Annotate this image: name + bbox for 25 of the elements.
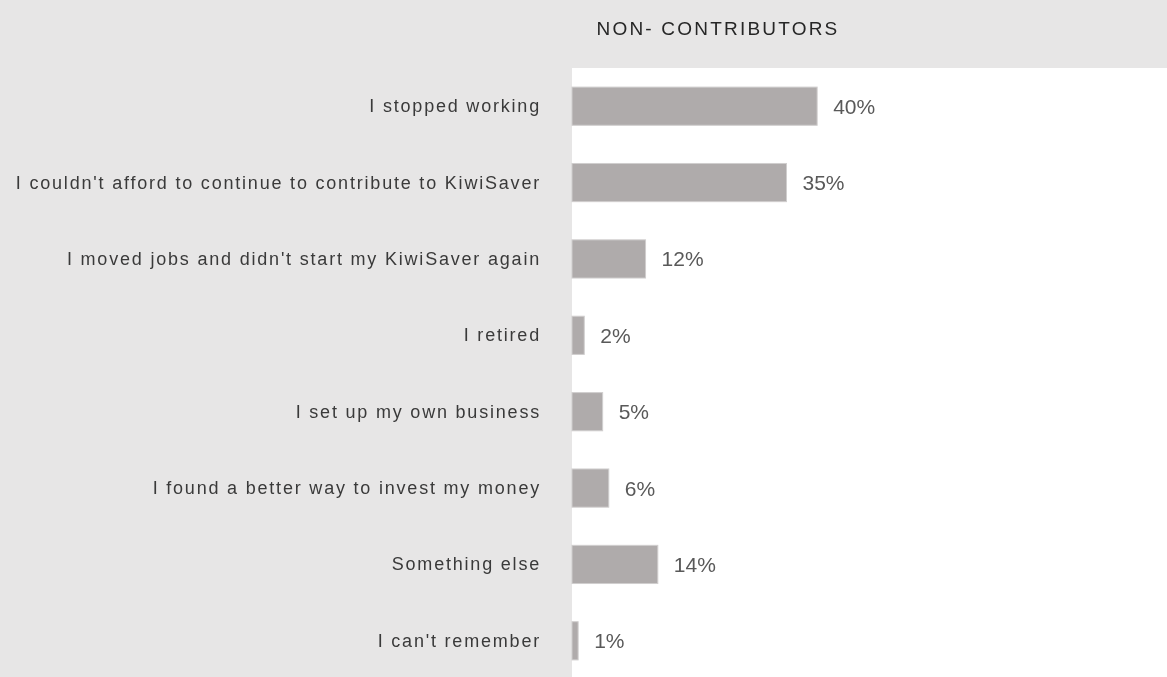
chart-title: NON- CONTRIBUTORS (596, 17, 840, 39)
bar (571, 86, 818, 126)
data-label: 2% (600, 323, 631, 347)
y-tick-label: I can't remember (377, 630, 541, 651)
y-tick-label: I found a better way to invest my money (152, 478, 541, 499)
y-tick-label: I moved jobs and didn't start my KiwiSaver again (66, 248, 541, 269)
y-tick-label: I retired (463, 325, 541, 346)
bar (571, 162, 787, 203)
data-label: 5% (618, 400, 649, 424)
data-label: 35% (802, 171, 845, 195)
y-tick-label: Something else (391, 554, 541, 575)
data-label: 6% (624, 476, 656, 500)
bar (571, 315, 585, 355)
data-label: 12% (661, 247, 704, 271)
bar (571, 392, 604, 432)
bar (571, 544, 659, 585)
y-tick-label: I couldn't afford to continue to contribute to KiwiSaver (15, 172, 541, 193)
bar (571, 621, 579, 661)
y-tick-label: I set up my own business (295, 401, 541, 422)
data-label: 1% (594, 629, 625, 653)
data-label: 40% (833, 94, 876, 118)
bar (571, 239, 647, 279)
data-label: 14% (673, 552, 716, 576)
bar (571, 468, 610, 508)
y-tick-label: I stopped working (369, 96, 541, 117)
